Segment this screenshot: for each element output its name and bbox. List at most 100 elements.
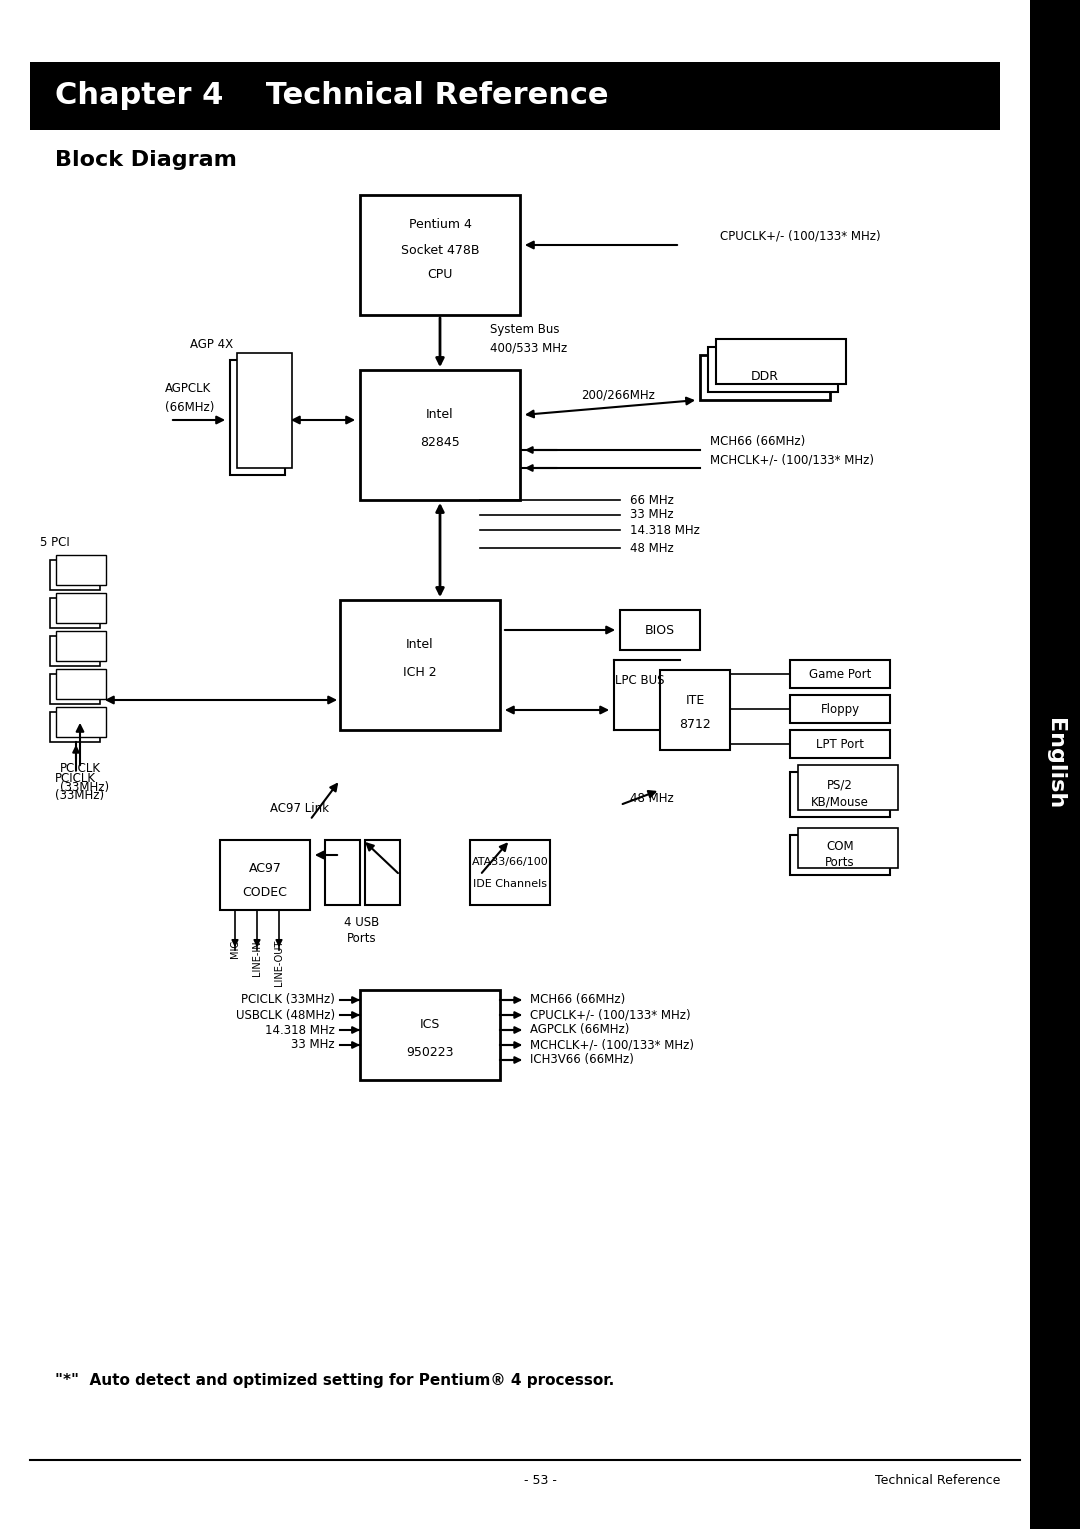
Text: IDE Channels: IDE Channels — [473, 879, 546, 888]
Bar — [789, 729, 890, 758]
FancyArrowPatch shape — [527, 398, 693, 417]
Text: "*"  Auto detect and optimized setting for Pentium® 4 processor.: "*" Auto detect and optimized setting fo… — [55, 1373, 615, 1387]
Text: MCH66 (66MHz): MCH66 (66MHz) — [530, 994, 625, 1006]
FancyArrowPatch shape — [107, 697, 335, 703]
Bar — [30, 63, 1000, 130]
Text: LINE-OUT: LINE-OUT — [274, 940, 284, 986]
Text: CPUCLK+/- (100/133* MHz): CPUCLK+/- (100/133* MHz) — [720, 229, 880, 243]
Bar — [789, 772, 890, 816]
Bar — [56, 670, 106, 699]
Bar — [50, 636, 100, 667]
Bar — [56, 593, 106, 622]
FancyArrowPatch shape — [312, 784, 337, 818]
Text: Floppy: Floppy — [821, 702, 860, 716]
Text: CPUCLK+/- (100/133* MHz): CPUCLK+/- (100/133* MHz) — [530, 1009, 690, 1021]
Text: Intel: Intel — [406, 639, 434, 651]
FancyArrowPatch shape — [482, 844, 507, 873]
Text: AGP 4X: AGP 4X — [190, 338, 233, 352]
Text: Block Diagram: Block Diagram — [55, 150, 237, 170]
Text: COM: COM — [826, 841, 854, 853]
Text: BIOS: BIOS — [645, 624, 675, 636]
Text: ICS: ICS — [420, 1018, 441, 1032]
Text: - 53 -: - 53 - — [524, 1474, 556, 1486]
Text: 66 MHz: 66 MHz — [630, 494, 674, 506]
Text: AC97: AC97 — [248, 861, 282, 875]
Text: AGPCLK: AGPCLK — [165, 382, 212, 394]
Text: MCH66 (66MHz): MCH66 (66MHz) — [710, 436, 806, 448]
Bar — [56, 555, 106, 586]
Bar — [340, 599, 500, 729]
Text: (33MHz): (33MHz) — [60, 781, 109, 795]
Text: English: English — [1045, 719, 1065, 810]
FancyArrowPatch shape — [367, 844, 399, 873]
Text: 33 MHz: 33 MHz — [292, 1038, 335, 1052]
Text: MIC: MIC — [230, 940, 240, 959]
Text: Ports: Ports — [347, 931, 377, 945]
Bar — [56, 631, 106, 661]
Bar — [50, 598, 100, 628]
Bar — [50, 674, 100, 703]
Text: CPU: CPU — [428, 269, 453, 281]
Text: 48 MHz: 48 MHz — [630, 541, 674, 555]
Bar — [50, 560, 100, 590]
Text: LPC BUS: LPC BUS — [615, 673, 664, 687]
Bar — [789, 835, 890, 875]
Text: MCHCLK+/- (100/133* MHz): MCHCLK+/- (100/133* MHz) — [530, 1038, 694, 1052]
FancyArrowPatch shape — [293, 417, 353, 424]
Text: 400/533 MHz: 400/533 MHz — [490, 341, 567, 355]
Text: MCHCLK+/- (100/133* MHz): MCHCLK+/- (100/133* MHz) — [710, 454, 874, 466]
Text: 8712: 8712 — [679, 719, 711, 731]
Bar — [798, 829, 897, 868]
Text: DDR: DDR — [751, 370, 779, 384]
Text: KB/Mouse: KB/Mouse — [811, 795, 869, 809]
Bar — [360, 370, 519, 500]
Text: PCICLK: PCICLK — [60, 761, 102, 775]
FancyArrowPatch shape — [436, 318, 443, 364]
Text: Game Port: Game Port — [809, 668, 872, 680]
Bar — [325, 839, 360, 905]
Text: 14.318 MHz: 14.318 MHz — [265, 1023, 335, 1037]
Text: ICH 2: ICH 2 — [403, 665, 436, 679]
Bar — [365, 839, 400, 905]
Bar — [700, 355, 831, 401]
Bar — [56, 706, 106, 737]
Bar — [789, 661, 890, 688]
Text: CODEC: CODEC — [243, 885, 287, 899]
Text: 200/266MHz: 200/266MHz — [581, 388, 654, 402]
FancyArrowPatch shape — [508, 706, 607, 714]
FancyArrowPatch shape — [436, 506, 443, 595]
Text: AC97 Link: AC97 Link — [270, 801, 329, 815]
Bar — [660, 670, 730, 751]
Bar — [708, 347, 838, 391]
Text: System Bus: System Bus — [490, 324, 559, 336]
Text: (66MHz): (66MHz) — [165, 402, 214, 414]
Text: Technical Reference: Technical Reference — [875, 1474, 1000, 1486]
FancyArrowPatch shape — [527, 242, 677, 248]
Text: PS/2: PS/2 — [827, 778, 853, 792]
Text: 14.318 MHz: 14.318 MHz — [630, 523, 700, 537]
Text: 4 USB: 4 USB — [345, 916, 380, 928]
Text: (33MHz): (33MHz) — [55, 789, 104, 801]
Text: 950223: 950223 — [406, 1046, 454, 1058]
Text: 48 MHz: 48 MHz — [630, 792, 674, 804]
Text: 5 PCI: 5 PCI — [40, 535, 70, 549]
Text: USBCLK (48MHz): USBCLK (48MHz) — [235, 1009, 335, 1021]
Text: PCICLK (33MHz): PCICLK (33MHz) — [241, 994, 335, 1006]
Text: Ports: Ports — [825, 856, 854, 870]
Bar — [470, 839, 550, 905]
Text: LINE-IN: LINE-IN — [252, 940, 262, 976]
Bar — [360, 196, 519, 315]
Text: ICH3V66 (66MHz): ICH3V66 (66MHz) — [530, 1053, 634, 1067]
Bar — [789, 696, 890, 723]
Text: AGPCLK (66MHz): AGPCLK (66MHz) — [530, 1023, 630, 1037]
Text: 82845: 82845 — [420, 436, 460, 448]
FancyArrowPatch shape — [504, 627, 612, 633]
Text: 33 MHz: 33 MHz — [630, 509, 674, 521]
FancyArrowPatch shape — [318, 852, 337, 858]
FancyArrowPatch shape — [622, 790, 656, 804]
Bar — [220, 839, 310, 910]
Bar — [798, 764, 897, 810]
Text: ATA33/66/100: ATA33/66/100 — [472, 856, 549, 867]
Bar — [1030, 0, 1080, 1529]
Bar — [230, 359, 285, 476]
